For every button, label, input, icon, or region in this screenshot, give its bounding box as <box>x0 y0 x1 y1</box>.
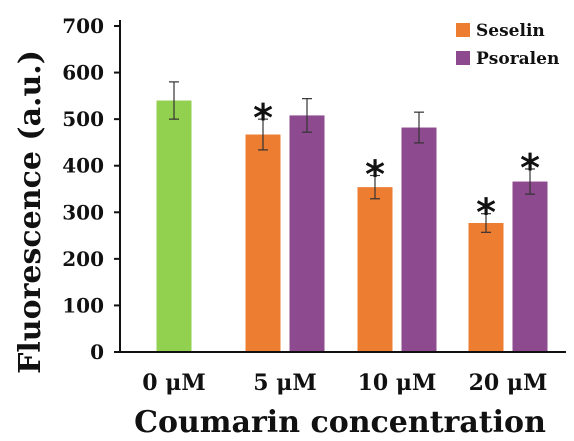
y-tick-label: 300 <box>62 200 104 224</box>
bar-seselin-2 <box>357 187 393 352</box>
y-axis-title: Fluorescence (a.u.) <box>13 50 48 374</box>
legend-label-psoralen: Psoralen <box>476 49 559 69</box>
y-tick-label: 600 <box>62 61 104 85</box>
bar-psoralen-1 <box>289 115 325 352</box>
error-bars <box>169 81 535 233</box>
significance-star: * <box>520 146 540 190</box>
x-category-label: 0 μM <box>142 370 205 396</box>
legend: Seselin Psoralen <box>456 21 559 69</box>
y-tick-label: 0 <box>90 340 104 364</box>
y-tick-label: 700 <box>62 14 104 38</box>
x-axis-title: Coumarin concentration <box>134 405 546 440</box>
x-axis-categories: 0 μM 5 μM 10 μM 20 μM <box>142 370 547 396</box>
bar-seselin-3 <box>468 222 504 352</box>
legend-swatch-seselin <box>456 23 470 37</box>
significance-star: * <box>476 191 496 235</box>
legend-swatch-psoralen <box>456 51 470 65</box>
y-tick-label: 200 <box>62 247 104 271</box>
axes <box>119 20 566 353</box>
y-tick-label: 400 <box>62 154 104 178</box>
x-category-label: 5 μM <box>253 370 316 396</box>
y-tick-label: 100 <box>62 293 104 317</box>
bar-control-0 <box>156 100 192 352</box>
x-category-label: 20 μM <box>469 370 548 396</box>
y-axis-title-group: Fluorescence (a.u.) <box>13 50 48 374</box>
significance-markers: * * * * <box>253 96 540 235</box>
bar-psoralen-2 <box>401 127 437 352</box>
legend-label-seselin: Seselin <box>476 21 545 41</box>
y-axis-ticks: 0 100 200 300 400 500 600 700 <box>62 14 120 364</box>
bars <box>156 100 548 352</box>
bar-psoralen-3 <box>512 181 548 352</box>
y-tick-label: 500 <box>62 107 104 131</box>
significance-star: * <box>253 96 273 140</box>
significance-star: * <box>365 152 385 196</box>
bar-seselin-1 <box>245 134 281 352</box>
x-category-label: 10 μM <box>358 370 437 396</box>
